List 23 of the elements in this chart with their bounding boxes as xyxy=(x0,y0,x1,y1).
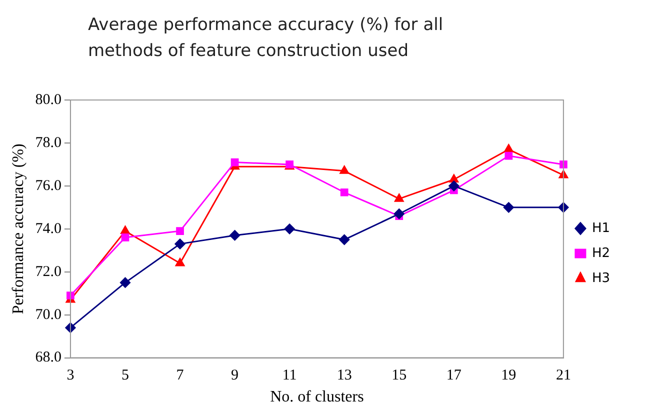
x-tick-label: 9 xyxy=(231,368,239,384)
y-tick-label: 78.0 xyxy=(35,134,62,151)
x-tick-label: 17 xyxy=(446,368,462,384)
y-tick-label: 76.0 xyxy=(35,178,62,194)
legend-label: H1 xyxy=(592,220,610,236)
y-tick-label: 68.0 xyxy=(35,350,62,366)
legend-label: H2 xyxy=(592,246,610,261)
x-tick-label: 21 xyxy=(556,368,571,384)
y-tick-label: 74.0 xyxy=(35,220,62,237)
x-axis-title: No. of clusters xyxy=(270,388,364,406)
x-tick-label: 15 xyxy=(392,368,407,384)
x-tick-label: 3 xyxy=(66,368,74,384)
y-axis-title: Performance accuracy (%) xyxy=(10,144,27,314)
y-tick-label: 80.0 xyxy=(35,92,62,108)
x-tick-label: 19 xyxy=(501,368,516,384)
y-tick-label: 72.0 xyxy=(35,264,62,280)
y-tick-label: 70.0 xyxy=(35,306,62,323)
x-tick-label: 5 xyxy=(121,368,129,384)
chart-title: Average performance accuracy (%) for all methods of feature construction used xyxy=(88,14,444,63)
x-tick-label: 11 xyxy=(282,368,297,384)
x-tick-label: 13 xyxy=(336,368,352,384)
x-tick-label: 7 xyxy=(176,368,184,384)
legend-label: H3 xyxy=(592,270,610,286)
